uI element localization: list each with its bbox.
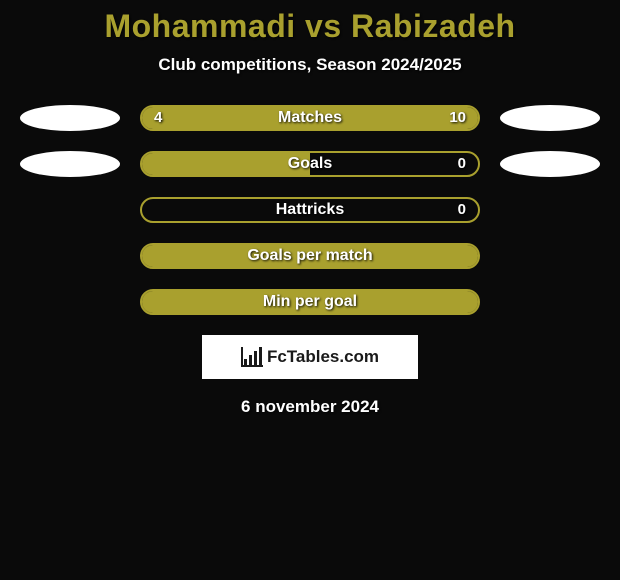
stat-left-value: 4 — [154, 107, 162, 129]
left-oval — [20, 151, 120, 177]
stat-row: 0Goals — [0, 151, 620, 177]
stat-row: Goals per match — [0, 243, 620, 269]
stat-bar: 410Matches — [140, 105, 480, 131]
right-spacer — [500, 289, 600, 315]
date-label: 6 november 2024 — [0, 397, 620, 417]
bar-right-fill — [238, 107, 478, 129]
left-spacer — [20, 289, 120, 315]
right-spacer — [500, 197, 600, 223]
stat-row: Min per goal — [0, 289, 620, 315]
comparison-widget: Mohammadi vs Rabizadeh Club competitions… — [0, 0, 620, 417]
right-spacer — [500, 243, 600, 269]
stat-row: 410Matches — [0, 105, 620, 131]
bar-fill — [142, 291, 478, 313]
stat-bar: 0Goals — [140, 151, 480, 177]
stat-label: Hattricks — [142, 199, 478, 221]
left-spacer — [20, 197, 120, 223]
left-oval — [20, 105, 120, 131]
stat-right-value: 0 — [458, 153, 466, 175]
page-title: Mohammadi vs Rabizadeh — [0, 8, 620, 45]
bar-fill — [142, 245, 478, 267]
barchart-icon — [241, 347, 263, 367]
stats-list: 410Matches0Goals0HattricksGoals per matc… — [0, 105, 620, 315]
stat-right-value: 0 — [458, 199, 466, 221]
stat-right-value: 10 — [449, 107, 466, 129]
stat-bar: 0Hattricks — [140, 197, 480, 223]
subtitle: Club competitions, Season 2024/2025 — [0, 55, 620, 75]
bar-left-fill — [142, 153, 310, 175]
stat-bar: Min per goal — [140, 289, 480, 315]
stat-row: 0Hattricks — [0, 197, 620, 223]
right-oval — [500, 105, 600, 131]
source-logo[interactable]: FcTables.com — [202, 335, 418, 379]
right-oval — [500, 151, 600, 177]
logo-text: FcTables.com — [267, 347, 379, 367]
left-spacer — [20, 243, 120, 269]
stat-bar: Goals per match — [140, 243, 480, 269]
